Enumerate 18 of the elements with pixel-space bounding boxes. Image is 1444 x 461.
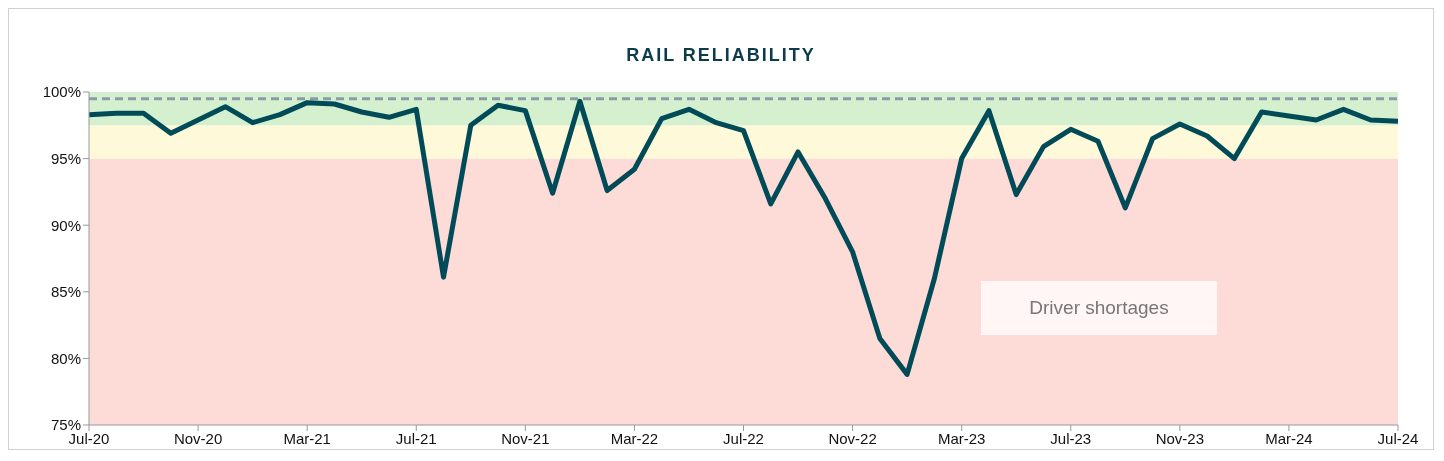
x-tick-label: Mar-22 xyxy=(610,429,659,447)
x-tick-label: Mar-23 xyxy=(937,429,986,447)
y-tick-label: 95% xyxy=(50,149,81,167)
y-tick-label: 100% xyxy=(42,83,81,101)
y-tick-label: 90% xyxy=(50,216,81,234)
x-tick-label: Nov-22 xyxy=(828,429,877,447)
x-tick-label: Nov-20 xyxy=(173,429,223,447)
x-tick-label: Jul-21 xyxy=(395,429,437,447)
chart-title: RAIL RELIABILITY xyxy=(625,44,817,67)
x-tick-label: Jul-22 xyxy=(723,429,764,447)
x-tick-label: Jul-24 xyxy=(1377,429,1419,447)
x-tick-label: Nov-21 xyxy=(501,429,550,447)
y-tick-label: 80% xyxy=(50,349,81,367)
y-tick-label: 85% xyxy=(50,283,81,301)
x-tick-label: Nov-23 xyxy=(1155,429,1205,447)
x-tick-label: Mar-24 xyxy=(1265,429,1313,447)
x-tick-label: Mar-21 xyxy=(283,429,331,447)
x-tick-label: Jul-23 xyxy=(1050,429,1092,447)
